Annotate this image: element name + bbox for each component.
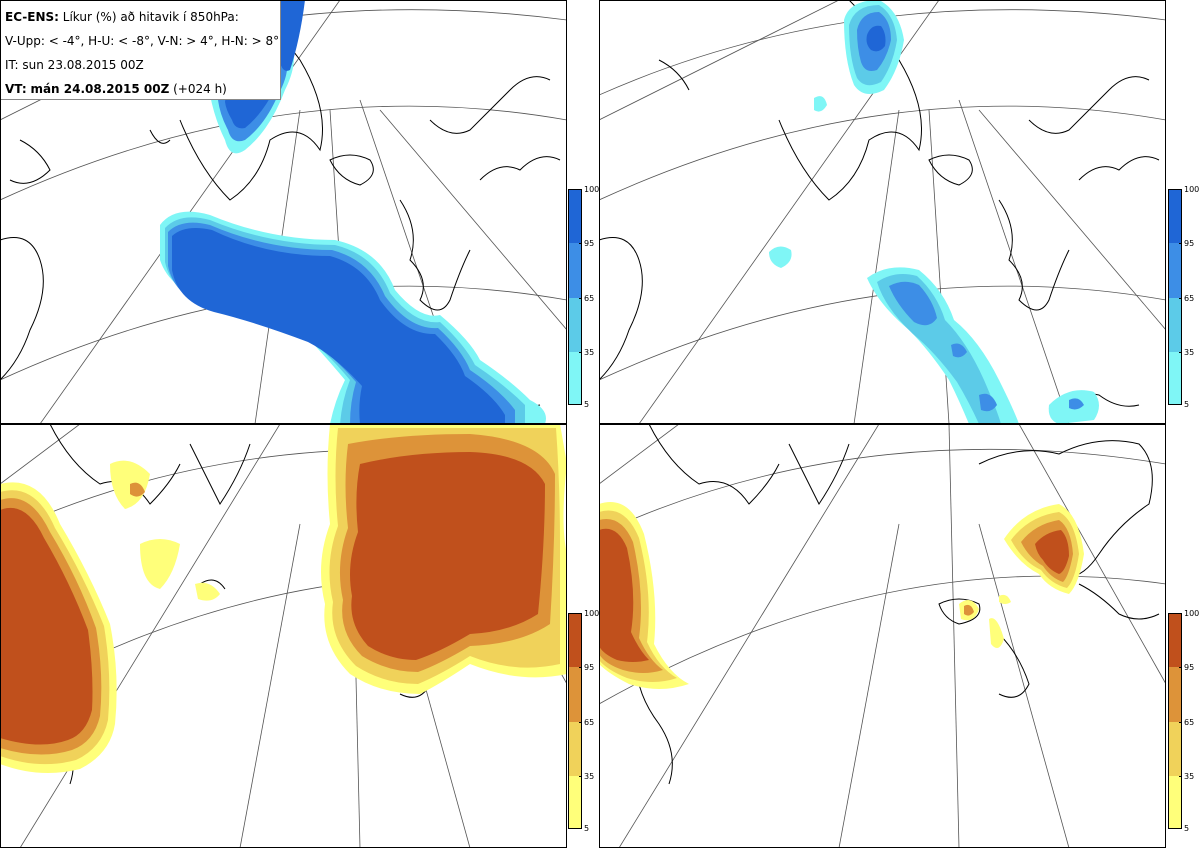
warm-anomaly-fill-bottom-right xyxy=(599,502,1084,689)
colorbar-tick-label: 100 xyxy=(584,185,600,194)
colorbar-seg-3 xyxy=(568,722,582,776)
map-svg-top-right xyxy=(599,0,1166,424)
colorbar-tick-label: 100 xyxy=(584,609,600,618)
colorbar-frame xyxy=(568,613,582,829)
colorbar-seg-4 xyxy=(568,776,582,829)
colorbar-top-left: 100 95 65 35 5 xyxy=(568,185,600,409)
map-panel-bottom-right xyxy=(599,424,1166,848)
colorbar-tickmark xyxy=(1179,298,1182,299)
colorbar-tickmark xyxy=(579,298,582,299)
cold-anomaly-fill-top-right xyxy=(769,0,1099,424)
colorbar-tick-label: 95 xyxy=(1184,239,1195,248)
colorbar-tick-label: 95 xyxy=(584,663,595,672)
colorbar-tick-label: 100 xyxy=(1184,185,1200,194)
colorbar-seg-4 xyxy=(1168,352,1182,405)
colorbar-seg-2 xyxy=(568,667,582,722)
colorbar-tick-label: 65 xyxy=(1184,294,1195,303)
thresholds-line: V-Upp: < -4°, H-U: < -8°, V-N: > 4°, H-N… xyxy=(5,34,280,48)
colorbar-tickmark xyxy=(579,776,582,777)
colorbar-seg-3 xyxy=(1168,722,1182,776)
warm-anomaly-fill-bottom-left xyxy=(0,424,567,773)
colorbar-tickmark xyxy=(1179,776,1182,777)
colorbar-tick-label: 5 xyxy=(584,400,590,409)
colorbar-tick-label: 5 xyxy=(1184,824,1190,833)
colorbar-tick-label: 65 xyxy=(584,718,595,727)
colorbar-tickmark xyxy=(579,722,582,723)
colorbar-seg-1 xyxy=(568,613,582,667)
colorbar-tick-label: 35 xyxy=(584,348,595,357)
colorbar-seg-3 xyxy=(568,298,582,352)
colorbar-seg-2 xyxy=(568,243,582,298)
colorbar-tick-label: 100 xyxy=(1184,609,1200,618)
colorbar-frame xyxy=(1168,613,1182,829)
colorbar-tickmark xyxy=(1179,722,1182,723)
colorbar-tick-label: 65 xyxy=(584,294,595,303)
colorbar-tickmark xyxy=(579,667,582,668)
colorbar-seg-1 xyxy=(1168,189,1182,243)
title-line: EC-ENS: Líkur (%) að hitavik í 850hPa: xyxy=(5,5,280,29)
colorbar-seg-4 xyxy=(568,352,582,405)
colorbar-tick-label: 35 xyxy=(584,772,595,781)
colorbar-tick-label: 35 xyxy=(1184,772,1195,781)
colorbar-seg-1 xyxy=(568,189,582,243)
product-name: EC-ENS: xyxy=(5,10,59,24)
map-svg-bottom-left xyxy=(0,424,567,848)
map-panel-top-right xyxy=(599,0,1166,424)
valid-time-line: VT: mán 24.08.2015 00Z (+024 h) xyxy=(5,77,280,101)
colorbar-tickmark xyxy=(1179,352,1182,353)
colorbar-tickmark xyxy=(579,352,582,353)
colorbar-tick-label: 65 xyxy=(1184,718,1195,727)
colorbar-tick-label: 95 xyxy=(584,239,595,248)
map-panel-bottom-left xyxy=(0,424,567,848)
map-panel-top-left: EC-ENS: Líkur (%) að hitavik í 850hPa: V… xyxy=(0,0,567,424)
colorbar-frame xyxy=(1168,189,1182,405)
valid-prefix: VT: xyxy=(5,82,27,96)
title-text: Líkur (%) að hitavik í 850hPa: xyxy=(62,10,239,24)
lead-time: (+024 h) xyxy=(173,82,227,96)
colorbar-bottom-left: 100 95 65 35 5 xyxy=(568,609,600,833)
init-time-line: IT: sun 23.08.2015 00Z xyxy=(5,58,144,72)
valid-time: mán 24.08.2015 00Z xyxy=(30,82,170,96)
title-legend-box: EC-ENS: Líkur (%) að hitavik í 850hPa: V… xyxy=(0,0,281,100)
colorbar-tickmark xyxy=(1179,243,1182,244)
colorbar-tick-label: 5 xyxy=(1184,400,1190,409)
map-svg-bottom-right xyxy=(599,424,1166,848)
colorbar-seg-1 xyxy=(1168,613,1182,667)
colorbar-tickmark xyxy=(579,243,582,244)
colorbar-seg-2 xyxy=(1168,667,1182,722)
colorbar-frame xyxy=(568,189,582,405)
colorbar-tickmark xyxy=(1179,667,1182,668)
colorbar-tick-label: 95 xyxy=(1184,663,1195,672)
colorbar-seg-3 xyxy=(1168,298,1182,352)
colorbar-tick-label: 35 xyxy=(1184,348,1195,357)
colorbar-bottom-right: 100 95 65 35 5 xyxy=(1168,609,1200,833)
colorbar-seg-4 xyxy=(1168,776,1182,829)
colorbar-top-right: 100 95 65 35 5 xyxy=(1168,185,1200,409)
colorbar-tick-label: 5 xyxy=(584,824,590,833)
colorbar-seg-2 xyxy=(1168,243,1182,298)
